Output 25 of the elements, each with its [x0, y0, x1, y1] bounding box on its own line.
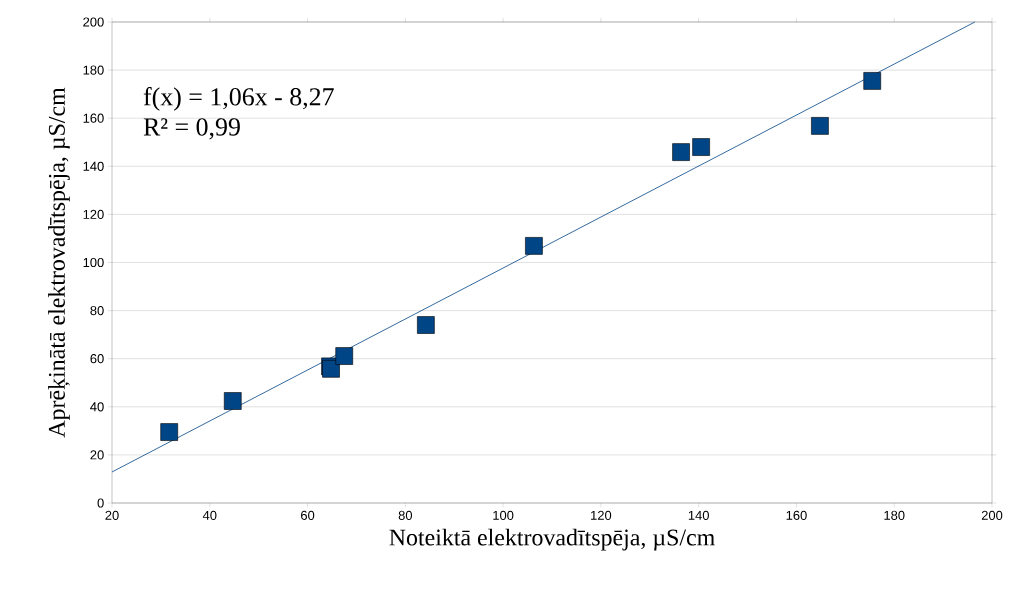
x-tick-label: 60 [301, 510, 315, 520]
y-tick-label: 160 [83, 113, 104, 123]
x-tick-label: 200 [981, 510, 1003, 520]
y-tick-label: 60 [90, 354, 104, 364]
x-tick-label: 40 [202, 510, 217, 520]
x-tick-label: 20 [105, 510, 119, 520]
x-tick-label: 160 [786, 510, 807, 520]
y-tick-label: 0 [97, 498, 104, 508]
x-tick-label: 180 [884, 510, 905, 520]
y-tick-label: 40 [90, 402, 104, 412]
y-tick-label: 100 [83, 257, 104, 268]
y-tick-label: 20 [90, 450, 104, 460]
y-tick-label: 120 [83, 209, 104, 219]
y-tick-label: 180 [83, 65, 104, 75]
x-tick-label: 120 [591, 510, 612, 520]
x-tick-label: 100 [493, 510, 514, 520]
annotation: f(x) = 1,06x - 8,27 [143, 87, 334, 111]
x-tick-label: 140 [688, 510, 709, 520]
y-tick-label: 140 [83, 161, 104, 171]
x-axis-title: Noteiktā elektrovadītspēja, µS/cm [389, 528, 715, 551]
x-tick-label: 80 [398, 510, 413, 520]
annotation: R² = 0,99 [143, 118, 240, 140]
y-axis-title: Aprēķinātā elektrovadītspēja, µS/cm [48, 87, 70, 438]
y-tick-label: 200 [83, 17, 104, 27]
y-tick-label: 80 [90, 306, 104, 316]
